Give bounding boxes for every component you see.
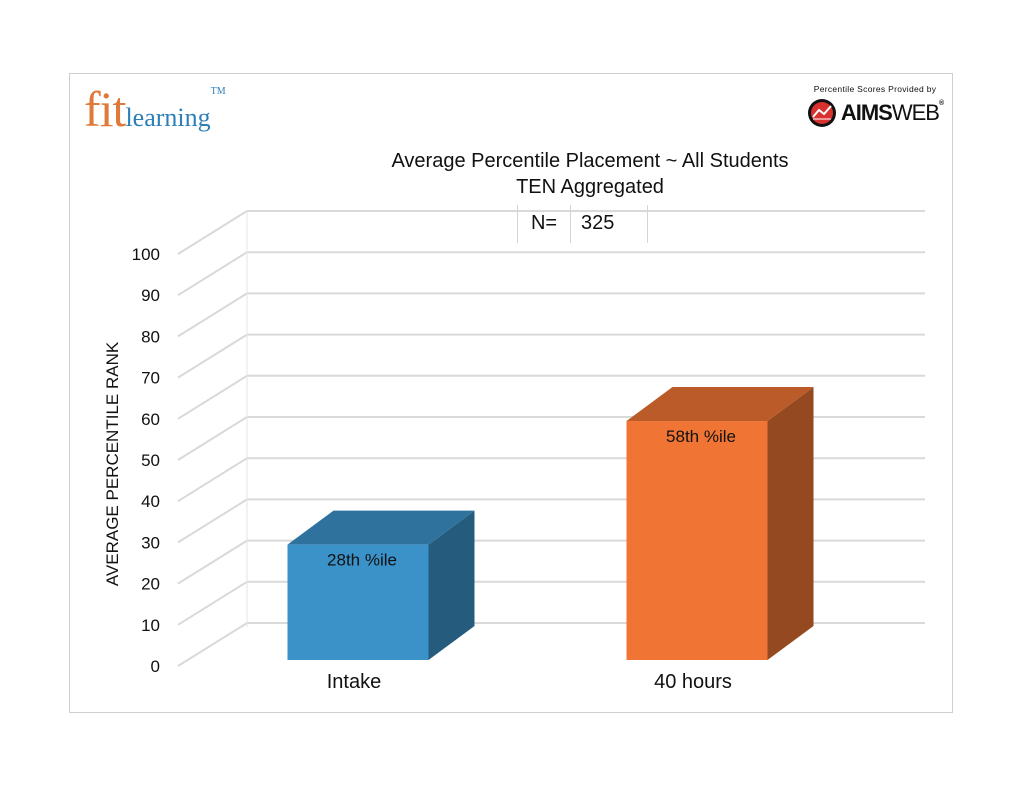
aimsweb-wordmark: AIMSWEB® [840,100,944,126]
x-category-label: 40 hours [654,671,732,693]
bar-top [287,510,475,545]
y-tick-label: 90 [141,286,160,305]
gridline-diagonal [177,333,248,379]
bar-side [767,387,814,660]
gridline-diagonal [177,457,248,503]
gridline-diagonal [177,498,248,544]
gridline-diagonal [177,292,248,338]
gridline-diagonal [177,539,248,585]
sample-size-value: 325 [581,212,615,234]
y-tick-label: 30 [141,533,160,552]
y-tick-label: 10 [141,616,160,635]
chart-frame [69,73,953,713]
y-axis-ticks: 0 10 20 30 40 50 60 70 80 90 100 [132,245,160,676]
sample-size-label: N= [518,205,571,243]
chart-subtitle: TEN Aggregated [516,176,664,198]
y-tick-label: 100 [132,245,160,264]
chart-title: Average Percentile Placement ~ All Stude… [391,150,789,172]
aimsweb-wordmark-bold: AIMS [840,100,893,125]
data-label: 58th %ile [666,427,736,446]
y-tick-label: 40 [141,492,160,511]
gridline-diagonal [177,374,248,420]
fit-learning-logo: fitlearning TM [84,80,226,138]
gridline-diagonal [177,416,248,461]
gridline-diagonal [177,580,248,626]
chart-bars: 28th %ile 58th %ile [287,387,814,660]
gridline-diagonal [177,210,248,255]
gridline-diagonal [177,251,248,297]
aimsweb-logo: Percentile Scores Provided by AIMSWEB® [800,84,950,128]
gridline-diagonal [177,622,248,667]
data-label: 28th %ile [327,551,397,570]
bar [287,510,475,660]
logo-learning-text: learning [125,103,211,132]
aimsweb-brand: AIMSWEB® [800,98,950,128]
logo-fit-text: fit [84,81,126,137]
logo-tm: TM [210,86,226,97]
bar-front [287,544,429,660]
x-category-label: Intake [327,671,381,693]
provided-by-text: Percentile Scores Provided by [813,84,937,94]
bar-side [428,510,475,660]
y-tick-label: 0 [151,657,160,676]
x-axis-labels: Intake 40 hours [327,671,732,693]
bar [626,387,814,660]
aimsweb-reg-mark: ® [938,100,944,107]
aimsweb-wordmark-light: WEB [891,100,940,125]
y-tick-label: 70 [141,369,160,388]
y-tick-label: 20 [141,575,160,594]
bar-front [626,421,768,660]
y-axis-label: AVERAGE PERCENTILE RANK [103,341,122,586]
y-tick-label: 60 [141,410,160,429]
y-tick-label: 50 [141,451,160,470]
y-tick-label: 80 [141,327,160,346]
bar-top [626,387,814,422]
sample-size-table: N= 325 [517,205,648,243]
aimsweb-emblem-icon [807,99,836,127]
